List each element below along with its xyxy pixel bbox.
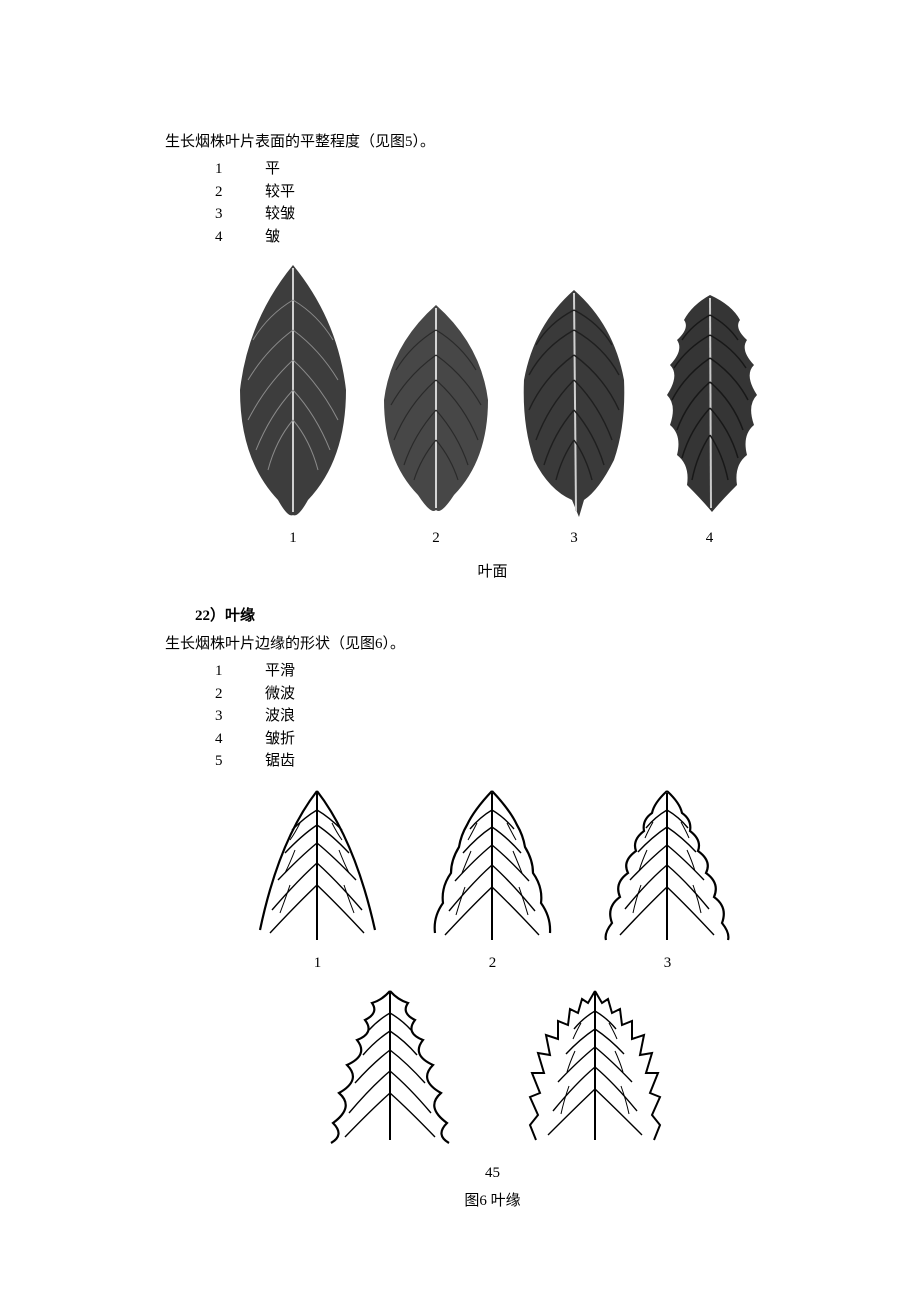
item-label: 皱折 <box>265 728 820 751</box>
leaf-sketch-2: 2 <box>425 785 560 975</box>
leaf-label: 1 <box>228 526 358 550</box>
item-num: 1 <box>215 660 265 683</box>
item-label: 较平 <box>265 181 820 204</box>
list-item: 5 锯齿 <box>215 750 820 773</box>
leaf-sketch-1: 1 <box>250 785 385 975</box>
sketch-row-2 <box>165 985 820 1151</box>
sketch-label: 1 <box>250 951 385 975</box>
list-item: 4 皱 <box>215 226 820 249</box>
list-item: 2 较平 <box>215 181 820 204</box>
leaf-photo-4: 4 <box>652 290 767 550</box>
section2-intro: 生长烟株叶片边缘的形状（见图6）。 <box>165 632 820 656</box>
section1-list: 1 平 2 较平 3 较皱 4 皱 <box>215 158 820 248</box>
leaf-sketch-4 <box>323 985 458 1151</box>
item-label: 皱 <box>265 226 820 249</box>
list-item: 4 皱折 <box>215 728 820 751</box>
leaf-sketch-icon <box>323 985 458 1145</box>
item-num: 2 <box>215 181 265 204</box>
leaf-label: 4 <box>652 526 767 550</box>
list-item: 2 微波 <box>215 683 820 706</box>
leaf-sketch-3: 3 <box>600 785 735 975</box>
section2-heading: 22）叶缘 <box>195 604 820 628</box>
item-num: 2 <box>215 683 265 706</box>
figure6-caption: 图6 叶缘 <box>165 1189 820 1213</box>
sketch-label: 2 <box>425 951 560 975</box>
item-num: 3 <box>215 203 265 226</box>
leaf-image-icon <box>514 285 634 520</box>
leaf-sketch-icon <box>425 785 560 945</box>
item-label: 波浪 <box>265 705 820 728</box>
leaf-sketch-5 <box>528 985 663 1151</box>
sketch-row-1: 1 2 3 <box>165 785 820 975</box>
item-label: 平 <box>265 158 820 181</box>
leaf-image-icon <box>376 300 496 520</box>
leaf-photo-row: 1 2 3 4 <box>175 260 820 550</box>
item-num: 4 <box>215 226 265 249</box>
item-label: 较皱 <box>265 203 820 226</box>
leaf-image-icon <box>228 260 358 520</box>
leaf-label: 3 <box>514 526 634 550</box>
section1-intro: 生长烟株叶片表面的平整程度（见图5）。 <box>165 130 820 154</box>
list-item: 3 波浪 <box>215 705 820 728</box>
leaf-photo-3: 3 <box>514 285 634 550</box>
item-num: 3 <box>215 705 265 728</box>
list-item: 1 平 <box>215 158 820 181</box>
sketch-label: 3 <box>600 951 735 975</box>
leaf-sketch-icon <box>250 785 385 945</box>
list-item: 1 平滑 <box>215 660 820 683</box>
item-label: 微波 <box>265 683 820 706</box>
row2-label: 45 <box>165 1161 820 1185</box>
leaf-sketch-icon <box>600 785 735 945</box>
item-num: 4 <box>215 728 265 751</box>
figure5-caption: 叶面 <box>165 560 820 584</box>
leaf-photo-1: 1 <box>228 260 358 550</box>
leaf-label: 2 <box>376 526 496 550</box>
item-label: 锯齿 <box>265 750 820 773</box>
item-num: 5 <box>215 750 265 773</box>
item-num: 1 <box>215 158 265 181</box>
leaf-image-icon <box>652 290 767 520</box>
figure-6: 1 2 3 <box>165 785 820 1213</box>
figure-5: 1 2 3 4 <box>165 260 820 584</box>
section2-list: 1 平滑 2 微波 3 波浪 4 皱折 5 锯齿 <box>215 660 820 773</box>
leaf-photo-2: 2 <box>376 300 496 550</box>
list-item: 3 较皱 <box>215 203 820 226</box>
item-label: 平滑 <box>265 660 820 683</box>
leaf-sketch-icon <box>528 985 663 1145</box>
